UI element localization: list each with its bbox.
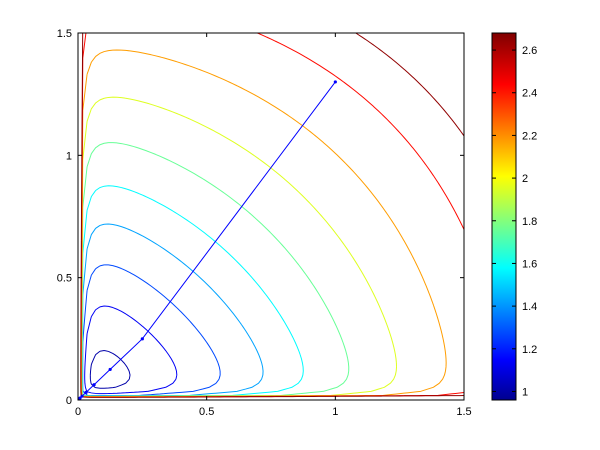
y-tick-label: 0: [66, 395, 72, 407]
descent-path: [78, 80, 337, 400]
colorbar-tick-label: 1: [522, 386, 528, 398]
contour-level-0: [89, 350, 131, 389]
path-point-4: [84, 390, 88, 394]
x-tick-label: 1.5: [456, 406, 471, 418]
x-axis: 0 0.5 1 1.5: [75, 33, 472, 418]
x-tick-label: 0: [75, 406, 81, 418]
colorbar-tick-label: 1.8: [522, 216, 537, 228]
plot-frame: [77, 32, 465, 401]
x-tick-label: 0.5: [199, 406, 214, 418]
colorbar-tick-label: 2: [522, 173, 528, 185]
path-point-0: [333, 80, 337, 84]
colorbar-tick-label: 2.2: [522, 130, 537, 142]
y-axis: 0 0.5 1 1.5: [57, 28, 464, 407]
colorbar-ticks: 1 1.2 1.4 1.6 1.8 2 2.2 2.4 2.6: [492, 45, 537, 398]
y-tick-label: 1: [66, 150, 72, 162]
path-point-2: [108, 367, 112, 372]
colorbar: [491, 32, 517, 401]
colorbar-tick-label: 2.6: [522, 45, 537, 57]
colorbar-tick-label: 1.6: [522, 258, 537, 270]
x-tick-label: 1: [332, 406, 338, 418]
colorbar-tick-label: 1.2: [522, 344, 537, 356]
path-point-1: [140, 337, 144, 341]
y-tick-label: 0.5: [57, 273, 72, 285]
colorbar-tick-label: 2.4: [522, 88, 537, 100]
colorbar-tick-label: 1.4: [522, 301, 537, 313]
contour-lines: [80, 33, 464, 398]
path-point-5: [80, 394, 84, 398]
y-tick-label: 1.5: [57, 28, 72, 40]
path-point-3: [92, 383, 96, 387]
